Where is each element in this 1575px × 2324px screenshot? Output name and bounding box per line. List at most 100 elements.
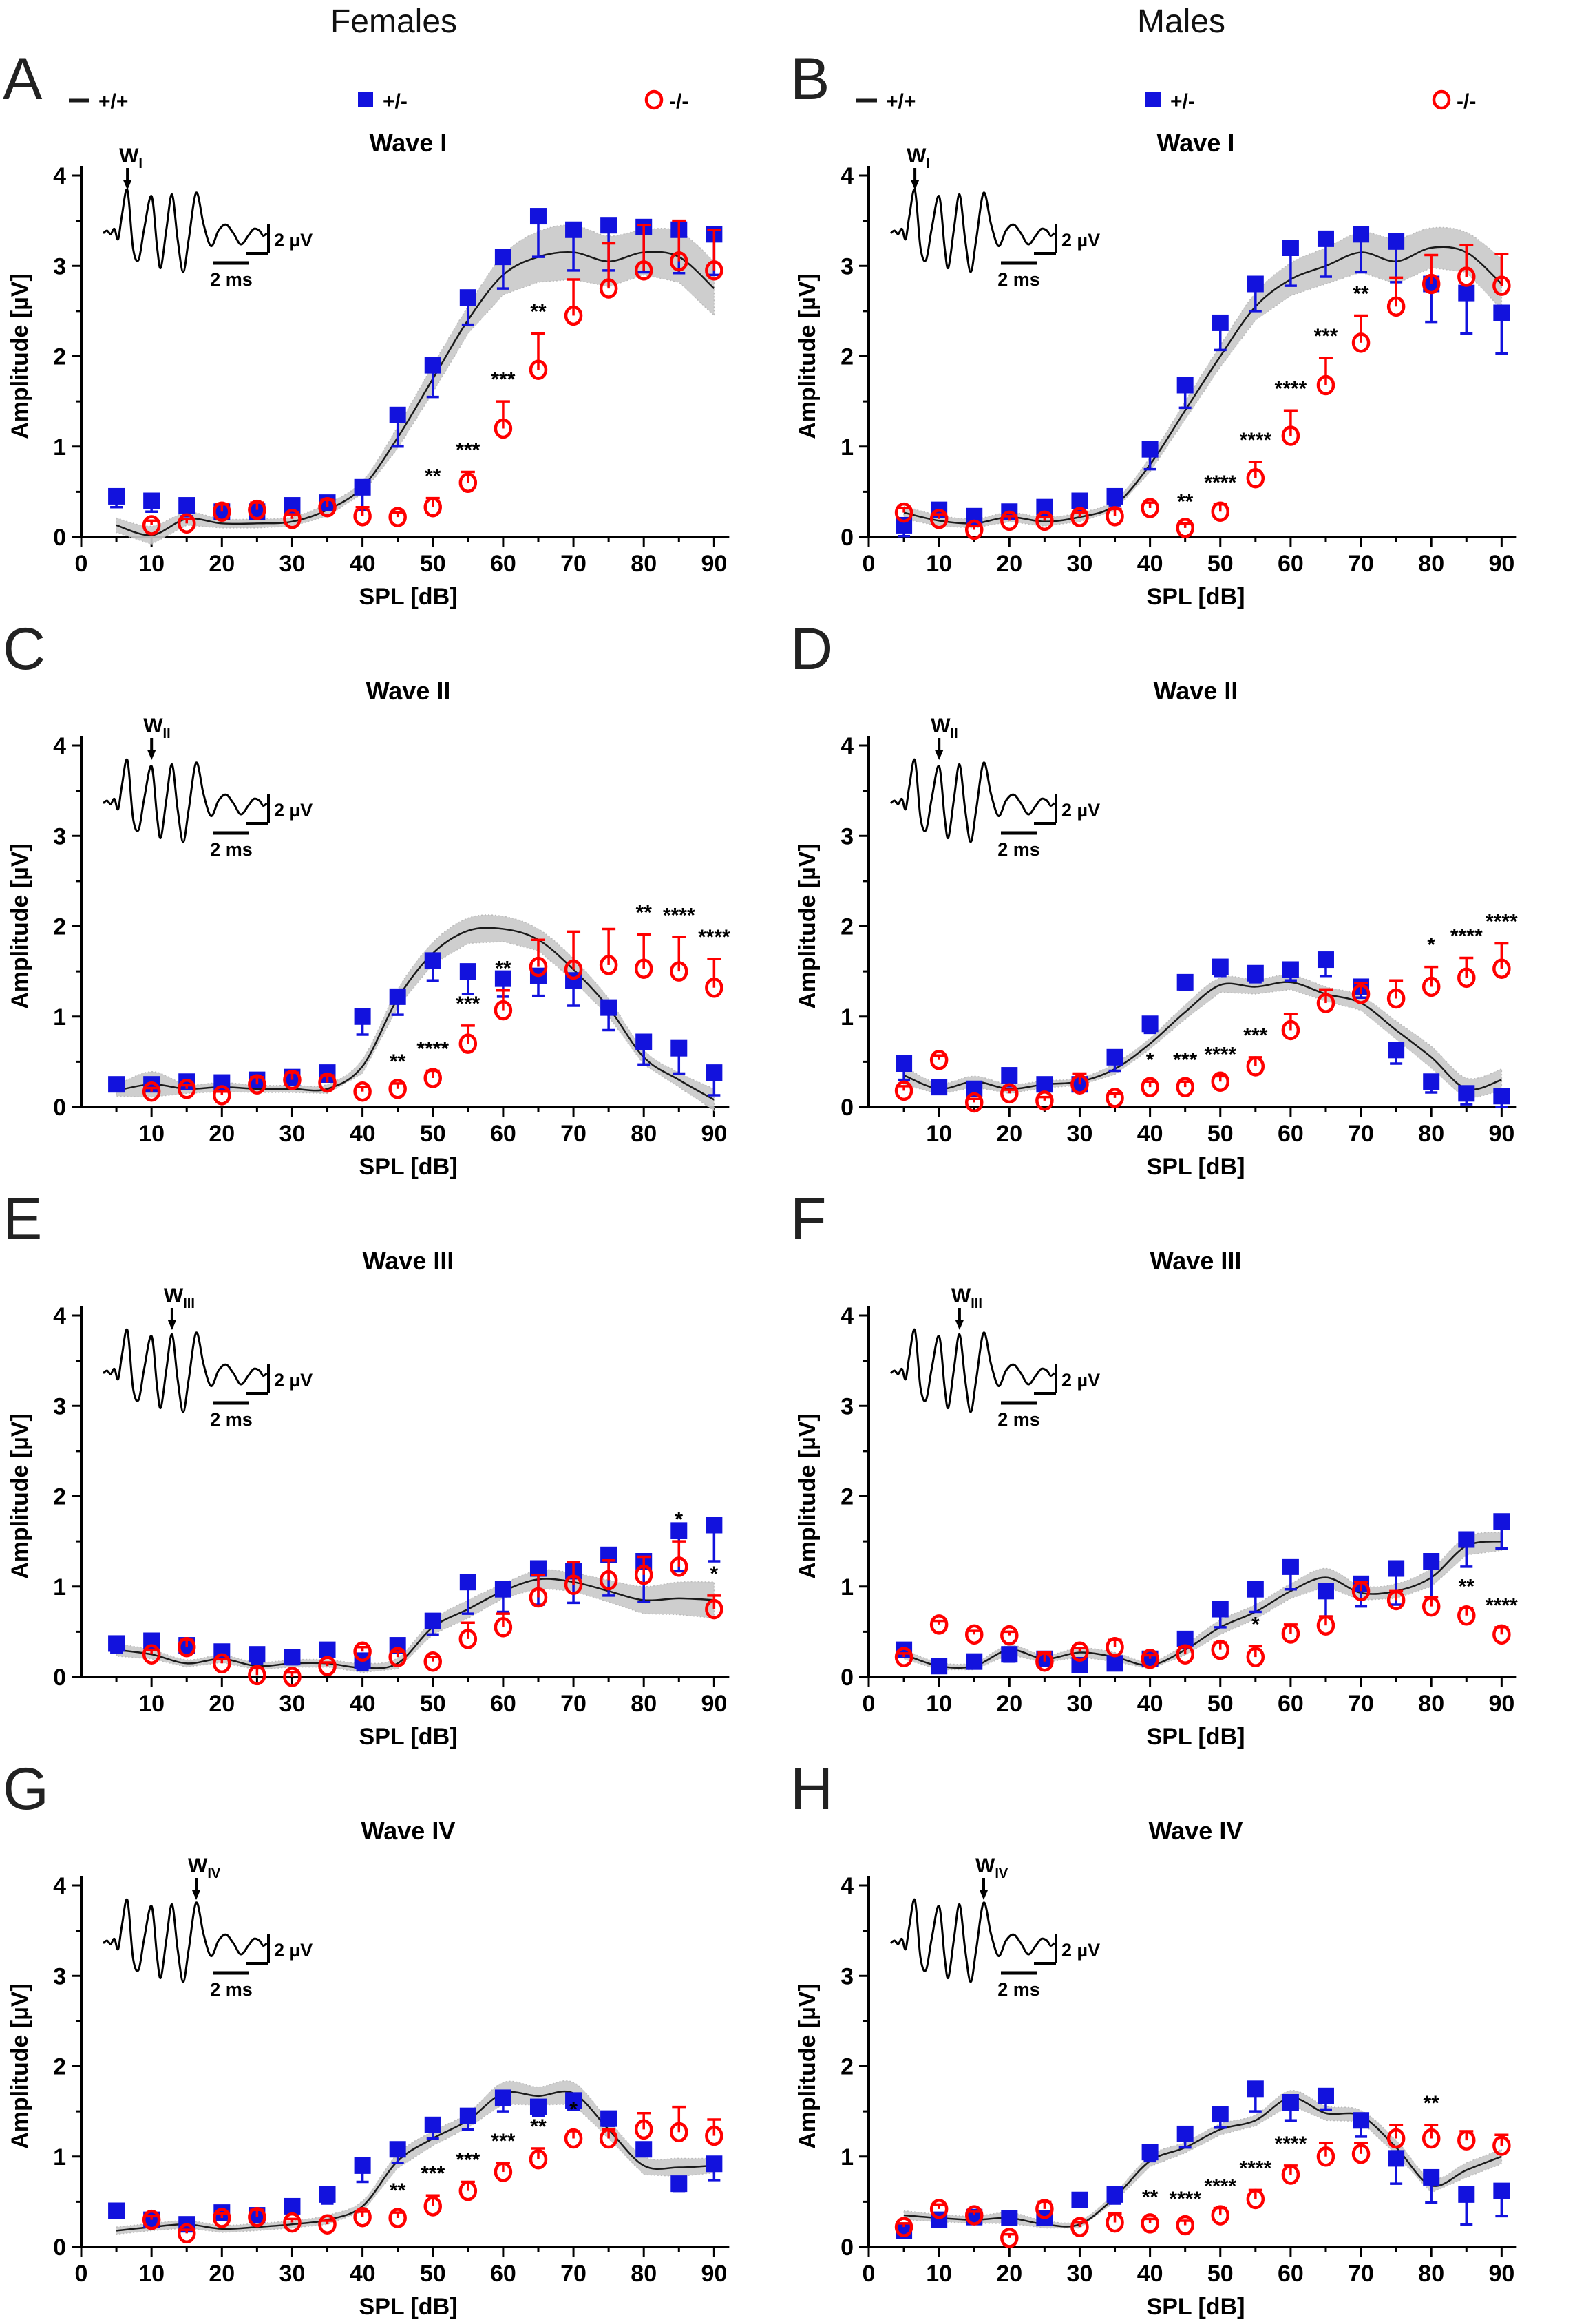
axes bbox=[80, 166, 730, 538]
axis-ticks bbox=[859, 174, 1503, 547]
het-point bbox=[670, 1522, 688, 1539]
ko-point bbox=[1176, 518, 1194, 538]
x-axis-label: SPL [dB] bbox=[359, 584, 458, 610]
x-tick-label: 80 bbox=[1418, 2261, 1444, 2287]
significance-label: * bbox=[569, 2098, 578, 2121]
significance-annotations: ** bbox=[675, 1508, 718, 1585]
x-tick-label: 30 bbox=[279, 1121, 306, 1147]
het-point bbox=[319, 2186, 336, 2203]
inset-trace bbox=[103, 758, 268, 843]
x-tick-label: 20 bbox=[996, 551, 1022, 577]
het-point bbox=[1247, 964, 1264, 982]
x-axis-label: SPL [dB] bbox=[359, 1154, 458, 1180]
axis-ticks bbox=[72, 1884, 715, 2257]
panel-H-plot: Wave IV 0 1 2 3 4 10 20 30 40 50 60 70 80 90 0 SPL [dB] A… bbox=[794, 1817, 1517, 2320]
ko-point bbox=[458, 1629, 478, 1649]
significance-label: **** bbox=[1204, 472, 1236, 494]
inset-hscale-label: 2 ms bbox=[997, 1979, 1040, 2000]
significance-label: **** bbox=[698, 926, 730, 949]
ko-point bbox=[634, 1564, 653, 1585]
ko-point bbox=[1141, 498, 1159, 518]
ko-point bbox=[670, 1556, 688, 1577]
ko-point bbox=[929, 1050, 949, 1070]
ko-point bbox=[142, 2209, 161, 2230]
significance-label: ** bbox=[390, 2179, 406, 2202]
x-tick-label: 30 bbox=[1067, 551, 1093, 577]
het-point bbox=[706, 2155, 723, 2173]
inset-arrow-head bbox=[123, 180, 132, 190]
ko-point bbox=[1211, 2205, 1230, 2226]
ko-point bbox=[283, 509, 302, 529]
x-axis-label: SPL [dB] bbox=[1147, 1724, 1245, 1750]
significance-label: ** bbox=[495, 958, 511, 980]
ko-point bbox=[318, 496, 337, 518]
legend-ko-label: -/- bbox=[669, 90, 688, 113]
ko-point bbox=[529, 956, 548, 978]
significance-label: * bbox=[710, 1563, 719, 1585]
y-tick-label: 1 bbox=[53, 434, 66, 461]
ko-point bbox=[142, 1081, 161, 1102]
wt-confidence-band bbox=[116, 224, 715, 545]
ko-point bbox=[929, 2199, 949, 2219]
ko-point bbox=[1351, 332, 1371, 353]
ko-point bbox=[1035, 2199, 1054, 2219]
y-tick-label: 2 bbox=[841, 2054, 854, 2080]
het-point bbox=[494, 249, 511, 266]
x-tick-label: 20 bbox=[996, 1691, 1022, 1717]
inset-waveform: WIV 2 µV 2 ms bbox=[103, 1855, 313, 2000]
y-tick-label: 1 bbox=[53, 1004, 66, 1031]
ko-point bbox=[248, 1074, 266, 1095]
legend-ko-circle-marker bbox=[1432, 89, 1451, 110]
x-tick-label: 90 bbox=[1488, 1691, 1514, 1717]
x-tick-label: 40 bbox=[350, 551, 376, 577]
ko-point bbox=[964, 519, 984, 540]
x-tick-label: 10 bbox=[138, 2261, 165, 2287]
het-point bbox=[1493, 304, 1510, 321]
het-point bbox=[143, 492, 160, 509]
ko-point bbox=[564, 2128, 583, 2149]
inset-hscale-label: 2 ms bbox=[210, 1409, 253, 1430]
inset-vscale-label: 2 µV bbox=[1061, 230, 1100, 251]
panel-D-plot: Wave II 0 1 2 3 4 10 20 30 40 50 60 70 80 90 SPL [dB] Am… bbox=[794, 677, 1518, 1180]
y-tick-label: 1 bbox=[53, 2144, 66, 2170]
significance-annotations: ************* ******** bbox=[390, 901, 730, 1073]
het-point bbox=[424, 952, 441, 969]
x-tick-label: 10 bbox=[138, 1691, 165, 1717]
x-tick-label: 50 bbox=[420, 551, 446, 577]
ko-point bbox=[177, 1636, 196, 1658]
ko-point bbox=[248, 2206, 266, 2228]
significance-label: *** bbox=[491, 368, 515, 391]
y-axis-label: Amplitude [µV] bbox=[794, 273, 821, 439]
ko-point bbox=[1141, 2213, 1159, 2234]
legend-wt-label: +/+ bbox=[98, 90, 128, 113]
x-tick-label: 80 bbox=[631, 2261, 657, 2287]
y-tick-label: 1 bbox=[841, 1004, 854, 1031]
panel-letter-F: F bbox=[790, 1186, 827, 1252]
het-point bbox=[1423, 1553, 1440, 1570]
y-tick-label: 2 bbox=[53, 344, 66, 370]
x-tick-label: 80 bbox=[1418, 1121, 1444, 1147]
ko-point bbox=[1281, 425, 1300, 446]
panel-C-plot: Wave II 0 1 2 3 4 10 20 30 40 50 60 70 80 90 SPL [dB] Am… bbox=[7, 677, 730, 1180]
x-tick-label: 30 bbox=[1067, 2261, 1093, 2287]
ko-point bbox=[1035, 1090, 1054, 1111]
x-tick-label: 20 bbox=[996, 2261, 1022, 2287]
het-point bbox=[1176, 973, 1194, 991]
het-point bbox=[600, 999, 617, 1016]
inset-vscale-label: 2 µV bbox=[274, 230, 313, 251]
panel-letter-H: H bbox=[790, 1756, 834, 1822]
het-series bbox=[108, 952, 723, 1097]
ko-point bbox=[705, 2125, 723, 2146]
ko-point bbox=[1000, 510, 1019, 531]
ko-point bbox=[670, 251, 688, 272]
ko-point bbox=[564, 305, 583, 326]
x-tick-label: 10 bbox=[138, 1121, 165, 1147]
panel-title: Wave II bbox=[1154, 677, 1238, 705]
ko-point bbox=[423, 496, 443, 518]
significance-label: *** bbox=[456, 993, 480, 1015]
ko-point bbox=[1246, 1056, 1265, 1077]
x-tick-label: 40 bbox=[350, 1121, 376, 1147]
ko-point bbox=[1351, 1581, 1371, 1602]
ko-point bbox=[529, 1587, 548, 1608]
significance-annotations: ******************* bbox=[1177, 282, 1369, 513]
